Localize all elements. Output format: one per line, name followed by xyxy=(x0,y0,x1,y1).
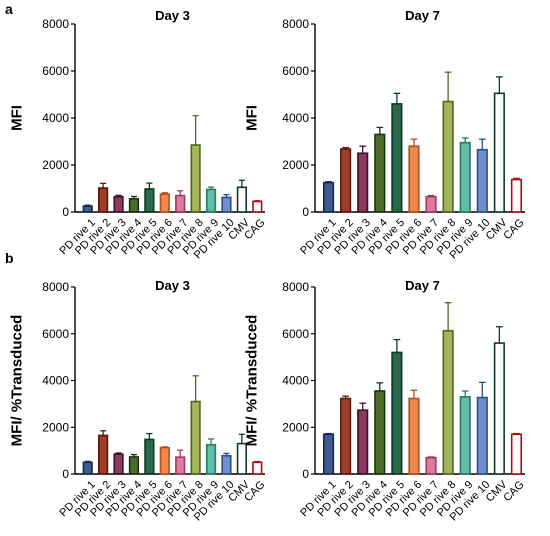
bar-pd-rive-1 xyxy=(322,433,335,475)
chart-title: Day 7 xyxy=(405,8,440,23)
bar-pd-rive-4 xyxy=(128,456,140,475)
y-tick-label: 4000 xyxy=(282,374,309,388)
chart-title: Day 3 xyxy=(155,278,190,293)
y-tick-label: 2000 xyxy=(42,158,69,172)
bar-pd-rive-3 xyxy=(357,409,369,475)
panel-label-b: b xyxy=(5,250,14,266)
bar-pd-rive-9 xyxy=(205,443,217,475)
bar-pd-rive-10 xyxy=(221,196,232,213)
chart-title: Day 3 xyxy=(155,8,190,23)
y-tick-label: 0 xyxy=(62,467,69,481)
bar-pd-rive-1 xyxy=(82,461,93,475)
bar-pd-rive-4 xyxy=(374,390,386,475)
bar-pd-rive-8 xyxy=(442,329,454,475)
y-tick-label: 0 xyxy=(62,205,69,219)
y-tick-label: 4000 xyxy=(42,374,69,388)
bar-pd-rive-2 xyxy=(98,187,109,213)
bar-pd-rive-3 xyxy=(357,152,369,213)
panel-label-a: a xyxy=(5,1,13,17)
bar-pd-rive-7 xyxy=(425,456,437,475)
bar-cmv xyxy=(236,442,247,475)
y-tick-label: 2000 xyxy=(42,420,69,434)
bar-pd-rive-4 xyxy=(128,198,140,213)
bar-pd-rive-1 xyxy=(322,181,335,213)
bar-pd-rive-8 xyxy=(442,100,454,213)
chart-title: Day 7 xyxy=(405,278,440,293)
bar-pd-rive-9 xyxy=(459,141,471,213)
bar-pd-rive-7 xyxy=(425,195,437,213)
bar-cag xyxy=(252,200,263,213)
y-tick-label: 6000 xyxy=(282,327,309,341)
y-tick-label: 8000 xyxy=(42,280,69,294)
bar-cag xyxy=(510,433,523,475)
y-tick-label: 8000 xyxy=(42,17,69,31)
bar-pd-rive-6 xyxy=(408,145,420,213)
y-tick-label: 6000 xyxy=(42,327,69,341)
bar-pd-rive-9 xyxy=(459,396,471,475)
bar-cmv xyxy=(493,342,505,475)
y-axis-label: MFI/ %Transduced xyxy=(244,315,261,447)
bar-pd-rive-6 xyxy=(159,446,170,475)
bar-pd-rive-6 xyxy=(408,397,420,475)
bar-pd-rive-10 xyxy=(221,454,232,475)
bar-pd-rive-2 xyxy=(340,148,352,213)
bar-pd-rive-1 xyxy=(82,205,93,213)
y-tick-label: 4000 xyxy=(42,111,69,125)
bar-pd-rive-5 xyxy=(391,351,403,475)
bar-pd-rive-10 xyxy=(476,148,488,213)
y-tick-label: 4000 xyxy=(282,111,309,125)
bar-pd-rive-2 xyxy=(98,434,109,475)
bar-cmv xyxy=(493,92,505,213)
bar-pd-rive-8 xyxy=(190,144,201,213)
bar-cag xyxy=(510,178,523,213)
bar-pd-rive-3 xyxy=(113,453,124,475)
bar-pd-rive-3 xyxy=(113,195,124,213)
bar-pd-rive-5 xyxy=(144,188,155,213)
x-tick-label: CAG xyxy=(501,217,526,242)
y-tick-label: 0 xyxy=(302,205,309,219)
bar-pd-rive-2 xyxy=(340,397,352,475)
x-tick-label: CAG xyxy=(501,479,526,504)
bar-pd-rive-7 xyxy=(175,456,186,475)
y-tick-label: 0 xyxy=(302,467,309,481)
bar-pd-rive-9 xyxy=(205,188,217,213)
y-tick-label: 8000 xyxy=(282,280,309,294)
y-tick-label: 2000 xyxy=(282,420,309,434)
y-tick-label: 8000 xyxy=(282,17,309,31)
y-axis-label: MFI/ %Transduced xyxy=(9,315,26,447)
bar-pd-rive-6 xyxy=(159,193,170,213)
y-tick-label: 6000 xyxy=(282,64,309,78)
y-tick-label: 6000 xyxy=(42,64,69,78)
bar-cmv xyxy=(236,186,247,213)
bar-pd-rive-5 xyxy=(391,103,403,213)
bar-pd-rive-5 xyxy=(144,438,155,475)
bar-pd-rive-7 xyxy=(175,194,186,213)
bar-pd-rive-10 xyxy=(476,396,488,475)
y-axis-label: MFI xyxy=(9,105,26,131)
y-axis-label: MFI xyxy=(244,105,261,131)
bar-pd-rive-8 xyxy=(190,400,201,475)
bar-pd-rive-4 xyxy=(374,133,386,213)
bar-cag xyxy=(252,461,263,475)
y-tick-label: 2000 xyxy=(282,158,309,172)
